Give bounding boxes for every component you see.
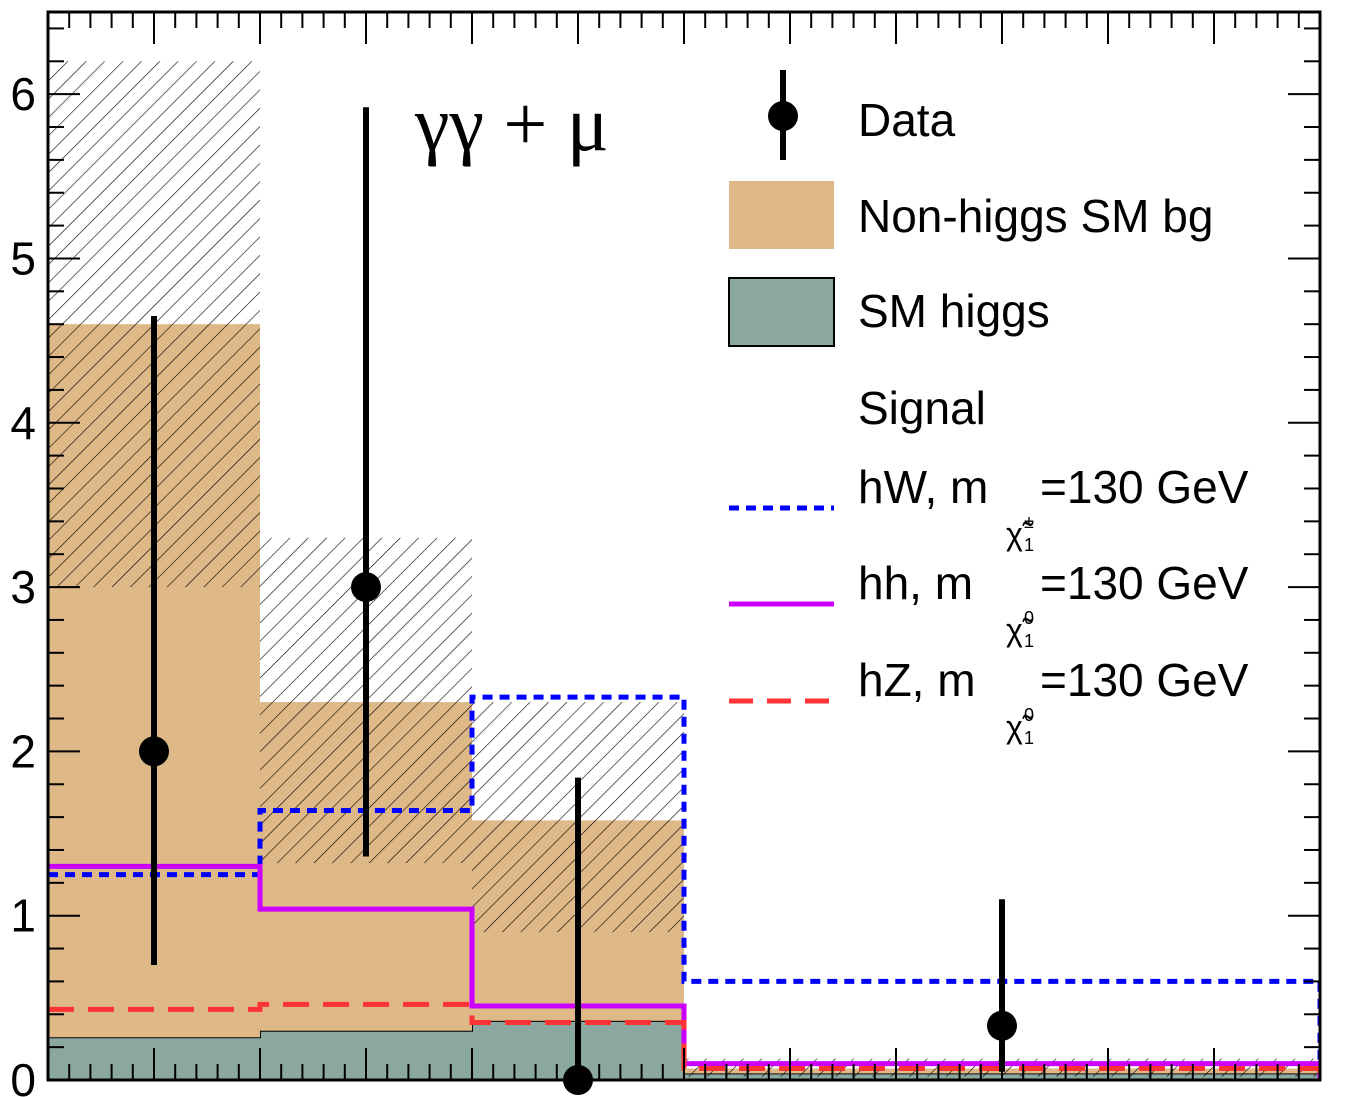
legend-hz-main: hZ, m — [858, 654, 976, 706]
legend-hz-mass: =130 GeV — [1040, 654, 1249, 706]
legend-label-smhiggs: SM higgs — [858, 285, 1050, 337]
legend-label-nonhiggs: Non-higgs SM bg — [858, 190, 1213, 242]
ytick-label-1: 1 — [10, 890, 36, 942]
legend-data-marker — [768, 101, 798, 131]
legend-label-hh: hh, m — [858, 557, 973, 609]
legend-hh-main: hh, m — [858, 557, 973, 609]
data-points — [139, 107, 1017, 1095]
legend-hw-mass: =130 GeV — [1040, 461, 1249, 513]
legend-hw-sub-index: 1 — [1024, 535, 1034, 555]
legend-hz-sub-index: 1 — [1024, 728, 1034, 748]
legend-hw-main: hW, m — [858, 461, 988, 513]
legend-label-hw: hW, m — [858, 461, 988, 513]
ytick-label-5: 5 — [10, 232, 36, 284]
axes: 0 1 2 3 4 5 6 — [10, 10, 1322, 1097]
legend-swatch-nonhiggs — [729, 181, 834, 249]
legend: Data Non-higgs SM bg SM higgs Signal hW,… — [728, 70, 1249, 748]
legend-swatch-smhiggs — [728, 277, 835, 347]
ytick-label-0: 0 — [10, 1054, 36, 1097]
data-point-3 — [987, 1010, 1017, 1041]
ytick-label-4: 4 — [10, 397, 36, 449]
ytick-label-6: 6 — [10, 68, 36, 120]
legend-label-data: Data — [858, 94, 956, 146]
legend-hh-mass: =130 GeV — [1040, 557, 1249, 609]
legend-label-hz: hZ, m — [858, 654, 976, 706]
data-point-0 — [139, 736, 169, 767]
data-point-1 — [351, 572, 381, 603]
ytick-label-3: 3 — [10, 561, 36, 613]
legend-hh-sub-index: 1 — [1024, 631, 1034, 651]
legend-hw-sup: ± — [1024, 512, 1034, 532]
legend-label-signal: Signal — [858, 382, 986, 434]
legend-hz-sup: 0 — [1024, 705, 1034, 725]
ytick-label-2: 2 — [10, 725, 36, 777]
chart-title: γγ + μ — [414, 80, 609, 167]
signal-hw-line — [48, 694, 1320, 1080]
legend-hh-sup: 0 — [1024, 608, 1034, 628]
